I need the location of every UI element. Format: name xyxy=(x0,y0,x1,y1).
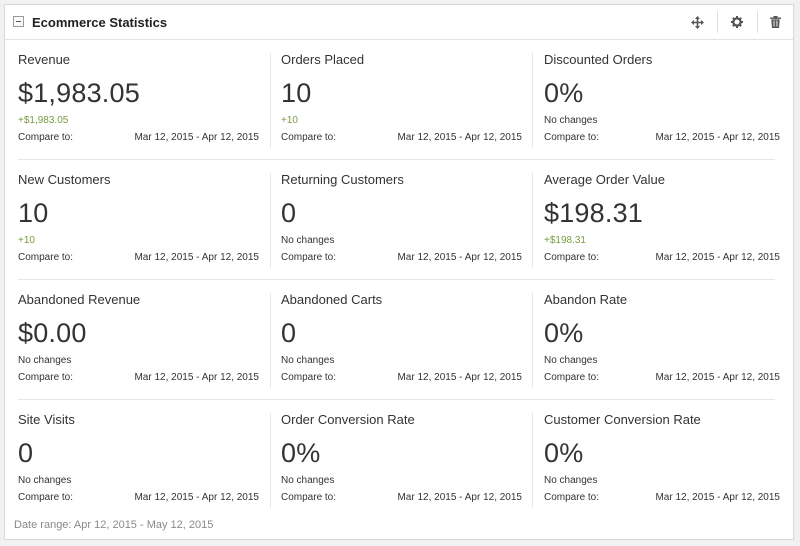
stat-value: 0% xyxy=(544,78,584,108)
stats-grid: Revenue $1,983.05 +$1,983.05 Compare to: Mar… xyxy=(5,40,793,539)
column-divider xyxy=(532,413,533,508)
stat-change: +$198.31 xyxy=(544,235,586,246)
stat-card: Discounted Orders 0% No changes Compare to:… xyxy=(544,40,780,160)
stat-label: Abandon Rate xyxy=(544,292,628,307)
compare-range: Mar 12, 2015 - Apr 12, 2015 xyxy=(134,492,259,503)
stat-label: Average Order Value xyxy=(544,172,665,187)
widget-header: Ecommerce Statistics xyxy=(5,5,793,40)
stat-label: Order Conversion Rate xyxy=(281,412,415,427)
stat-change: No changes xyxy=(281,475,335,486)
compare-label: Compare to: xyxy=(544,372,600,383)
date-range-footer: Date range: Apr 12, 2015 - May 12, 2015 xyxy=(14,519,214,531)
move-icon[interactable] xyxy=(688,13,706,31)
compare-range: Mar 12, 2015 - Apr 12, 2015 xyxy=(397,372,522,383)
header-divider xyxy=(717,11,718,33)
stat-label: Discounted Orders xyxy=(544,52,653,67)
stat-value: 0 xyxy=(281,198,297,228)
compare-label: Compare to: xyxy=(18,492,74,503)
compare-range: Mar 12, 2015 - Apr 12, 2015 xyxy=(397,252,522,263)
widget-title: Ecommerce Statistics xyxy=(32,15,168,30)
compare-label: Compare to: xyxy=(18,372,74,383)
column-divider xyxy=(270,293,271,388)
stat-change: No changes xyxy=(544,475,598,486)
compare-label: Compare to: xyxy=(18,252,74,263)
compare-range: Mar 12, 2015 - Apr 12, 2015 xyxy=(655,492,780,503)
column-divider xyxy=(532,173,533,268)
trash-icon[interactable] xyxy=(766,13,784,31)
stat-value: $0.00 xyxy=(18,318,87,348)
stat-value: 10 xyxy=(281,78,312,108)
stat-value: 0% xyxy=(544,438,584,468)
stat-value: 10 xyxy=(18,198,49,228)
compare-label: Compare to: xyxy=(18,132,74,143)
compare-range: Mar 12, 2015 - Apr 12, 2015 xyxy=(397,492,522,503)
stat-change: No changes xyxy=(544,115,598,126)
row-divider xyxy=(18,399,775,400)
stat-card: Orders Placed 10 +10 Compare to: Mar 12, 201… xyxy=(281,40,522,160)
stat-card: Order Conversion Rate 0% No changes Compare… xyxy=(281,400,522,520)
compare-label: Compare to: xyxy=(544,252,600,263)
stat-value: 0 xyxy=(281,318,297,348)
stat-label: Revenue xyxy=(18,52,71,67)
stat-change: No changes xyxy=(281,235,335,246)
column-divider xyxy=(270,413,271,508)
stat-label: Site Visits xyxy=(18,412,75,427)
row-divider xyxy=(18,279,775,280)
compare-label: Compare to: xyxy=(281,492,337,503)
compare-range: Mar 12, 2015 - Apr 12, 2015 xyxy=(134,132,259,143)
compare-label: Compare to: xyxy=(281,132,337,143)
stat-card: Returning Customers 0 No changes Compare to… xyxy=(281,160,522,280)
gear-icon[interactable] xyxy=(728,13,746,31)
compare-range: Mar 12, 2015 - Apr 12, 2015 xyxy=(655,252,780,263)
stat-label: Returning Customers xyxy=(281,172,404,187)
column-divider xyxy=(532,53,533,148)
column-divider xyxy=(270,173,271,268)
stat-change: No changes xyxy=(18,355,72,366)
compare-range: Mar 12, 2015 - Apr 12, 2015 xyxy=(134,372,259,383)
stat-value: $198.31 xyxy=(544,198,643,228)
stat-value: 0% xyxy=(281,438,321,468)
stat-change: No changes xyxy=(18,475,72,486)
compare-range: Mar 12, 2015 - Apr 12, 2015 xyxy=(134,252,259,263)
stat-label: Customer Conversion Rate xyxy=(544,412,701,427)
stat-card: Abandoned Revenue $0.00 No changes Compare … xyxy=(18,280,259,400)
stat-value: 0% xyxy=(544,318,584,348)
stat-change: +$1,983.05 xyxy=(18,115,69,126)
stat-value: $1,983.05 xyxy=(18,78,140,108)
stat-label: Orders Placed xyxy=(281,52,365,67)
compare-range: Mar 12, 2015 - Apr 12, 2015 xyxy=(397,132,522,143)
stat-card: Abandoned Carts 0 No changes Compare to: Mar… xyxy=(281,280,522,400)
stat-card: Customer Conversion Rate 0% No changes Comp… xyxy=(544,400,780,520)
stat-change: No changes xyxy=(544,355,598,366)
row-divider xyxy=(18,159,775,160)
stat-change: +10 xyxy=(281,115,298,126)
stat-card: Site Visits 0 No changes Compare to: Mar 12,… xyxy=(18,400,259,520)
header-divider xyxy=(757,11,758,33)
stat-label: Abandoned Revenue xyxy=(18,292,141,307)
stat-label: New Customers xyxy=(18,172,111,187)
stat-value: 0 xyxy=(18,438,34,468)
collapse-icon[interactable] xyxy=(13,16,24,27)
column-divider xyxy=(270,53,271,148)
stat-label: Abandoned Carts xyxy=(281,292,383,307)
compare-range: Mar 12, 2015 - Apr 12, 2015 xyxy=(655,132,780,143)
compare-label: Compare to: xyxy=(544,492,600,503)
stat-card: Abandon Rate 0% No changes Compare to: Mar 1… xyxy=(544,280,780,400)
compare-label: Compare to: xyxy=(544,132,600,143)
compare-label: Compare to: xyxy=(281,252,337,263)
stat-card: New Customers 10 +10 Compare to: Mar 12, 201… xyxy=(18,160,259,280)
compare-range: Mar 12, 2015 - Apr 12, 2015 xyxy=(655,372,780,383)
column-divider xyxy=(532,293,533,388)
stat-card: Revenue $1,983.05 +$1,983.05 Compare to: Mar… xyxy=(18,40,259,160)
ecommerce-statistics-widget: Ecommerce Statistics xyxy=(4,4,794,540)
stat-card: Average Order Value $198.31 +$198.31 Compar… xyxy=(544,160,780,280)
compare-label: Compare to: xyxy=(281,372,337,383)
stat-change: +10 xyxy=(18,235,35,246)
stat-change: No changes xyxy=(281,355,335,366)
